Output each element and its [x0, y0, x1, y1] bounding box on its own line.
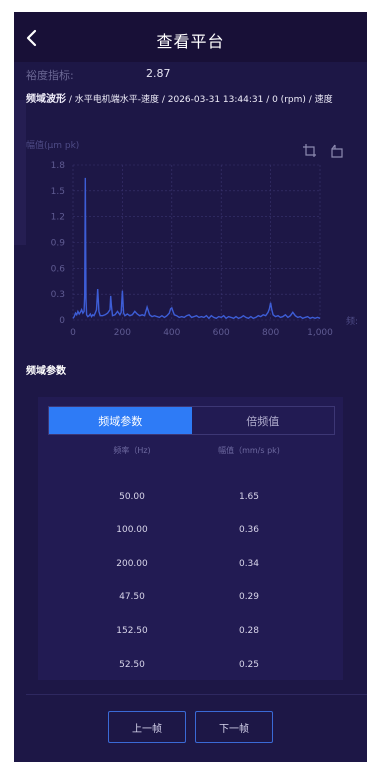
spectrum-series-line — [72, 177, 321, 320]
cell-amplitude: 1.65 — [238, 492, 260, 502]
chart-x-axis-label: 频: — [346, 315, 358, 327]
chart-x-ticks: 0 200 400 600 800 1,000 — [70, 328, 333, 338]
previous-frame-button[interactable]: 上一帧 — [108, 711, 186, 743]
table-row: 200.00 0.34 — [38, 559, 343, 573]
zoom-reset-icon[interactable] — [331, 144, 343, 158]
y-tick-label: 0.6 — [51, 264, 66, 274]
cell-frequency: 47.50 — [119, 592, 145, 602]
chart-y-axis-label: 幅值(μm pk) — [26, 139, 79, 151]
cell-amplitude: 0.36 — [238, 525, 260, 535]
table-row: 100.00 0.36 — [38, 525, 343, 539]
top-bar: 查看平台 — [14, 12, 367, 62]
x-tick-label: 600 — [213, 328, 230, 338]
table-row: 52.50 0.25 — [38, 660, 343, 674]
waveform-title-detail: / 水平电机端水平-速度 / 2026-03-31 13:44:31 / 0 (… — [66, 95, 333, 105]
footer-divider — [26, 694, 367, 695]
y-tick-label: 0.3 — [51, 290, 65, 300]
cell-frequency: 200.00 — [116, 559, 148, 569]
cell-amplitude: 0.25 — [238, 660, 260, 670]
chart-grid — [72, 164, 321, 321]
frequency-spectrum-chart: 幅值(μm pk) 0 0.3 0.6 0.9 1.2 1.5 1.8 0 200 400 600… — [26, 139, 358, 338]
cell-frequency: 100.00 — [116, 525, 148, 535]
x-tick-label: 1,000 — [307, 328, 333, 338]
tab-frequency-params[interactable]: 频域参数 — [49, 407, 192, 434]
page-title: 查看平台 — [156, 32, 225, 51]
margin-index-value: 2.87 — [146, 67, 171, 80]
cell-amplitude: 0.28 — [238, 626, 260, 636]
y-tick-label: 1.2 — [51, 213, 65, 223]
waveform-title: 频域波形 / 水平电机端水平-速度 / 2026-03-31 13:44:31 … — [26, 92, 356, 108]
x-tick-label: 0 — [70, 328, 76, 338]
y-tick-label: 0.9 — [51, 239, 66, 249]
x-tick-label: 200 — [114, 328, 131, 338]
back-arrow-icon[interactable] — [24, 29, 40, 47]
cell-amplitude: 0.29 — [238, 592, 260, 602]
section-title: 频域参数 — [26, 366, 66, 377]
cell-amplitude: 0.34 — [238, 559, 260, 569]
tab-group: 频域参数 倍频值 — [48, 406, 335, 435]
side-drawer-edge — [14, 100, 26, 245]
cell-frequency: 50.00 — [119, 492, 145, 502]
y-tick-label: 1.5 — [51, 187, 65, 197]
zoom-region-icon[interactable] — [303, 144, 316, 157]
table-row: 47.50 0.29 — [38, 592, 343, 606]
header-amplitude: 幅值（mm/s pk) — [218, 446, 280, 455]
table-row: 50.00 1.65 — [38, 492, 343, 506]
y-tick-label: 0 — [59, 316, 65, 326]
x-tick-label: 400 — [163, 328, 180, 338]
header-frequency: 频率（Hz) — [113, 446, 151, 455]
next-frame-button[interactable]: 下一帧 — [195, 711, 273, 743]
tab-harmonic-values[interactable]: 倍频值 — [246, 414, 280, 428]
x-tick-label: 800 — [262, 328, 279, 338]
table-row: 152.50 0.28 — [38, 626, 343, 640]
y-tick-label: 1.8 — [51, 161, 66, 171]
table-header: 频率（Hz) 幅值（mm/s pk) — [38, 445, 343, 461]
margin-index-label: 裕度指标: — [26, 69, 74, 82]
cell-frequency: 152.50 — [116, 626, 148, 636]
chart-y-ticks: 0 0.3 0.6 0.9 1.2 1.5 1.8 — [51, 161, 66, 326]
parameters-card: 频域参数 倍频值 频率（Hz) 幅值（mm/s pk) 50.00 1.65 1… — [38, 397, 343, 680]
waveform-title-type: 频域波形 — [26, 94, 66, 105]
cell-frequency: 52.50 — [119, 660, 145, 670]
app-screen: 查看平台 裕度指标: 2.87 频域波形 / 水平电机端水平-速度 / 2026… — [14, 12, 367, 762]
